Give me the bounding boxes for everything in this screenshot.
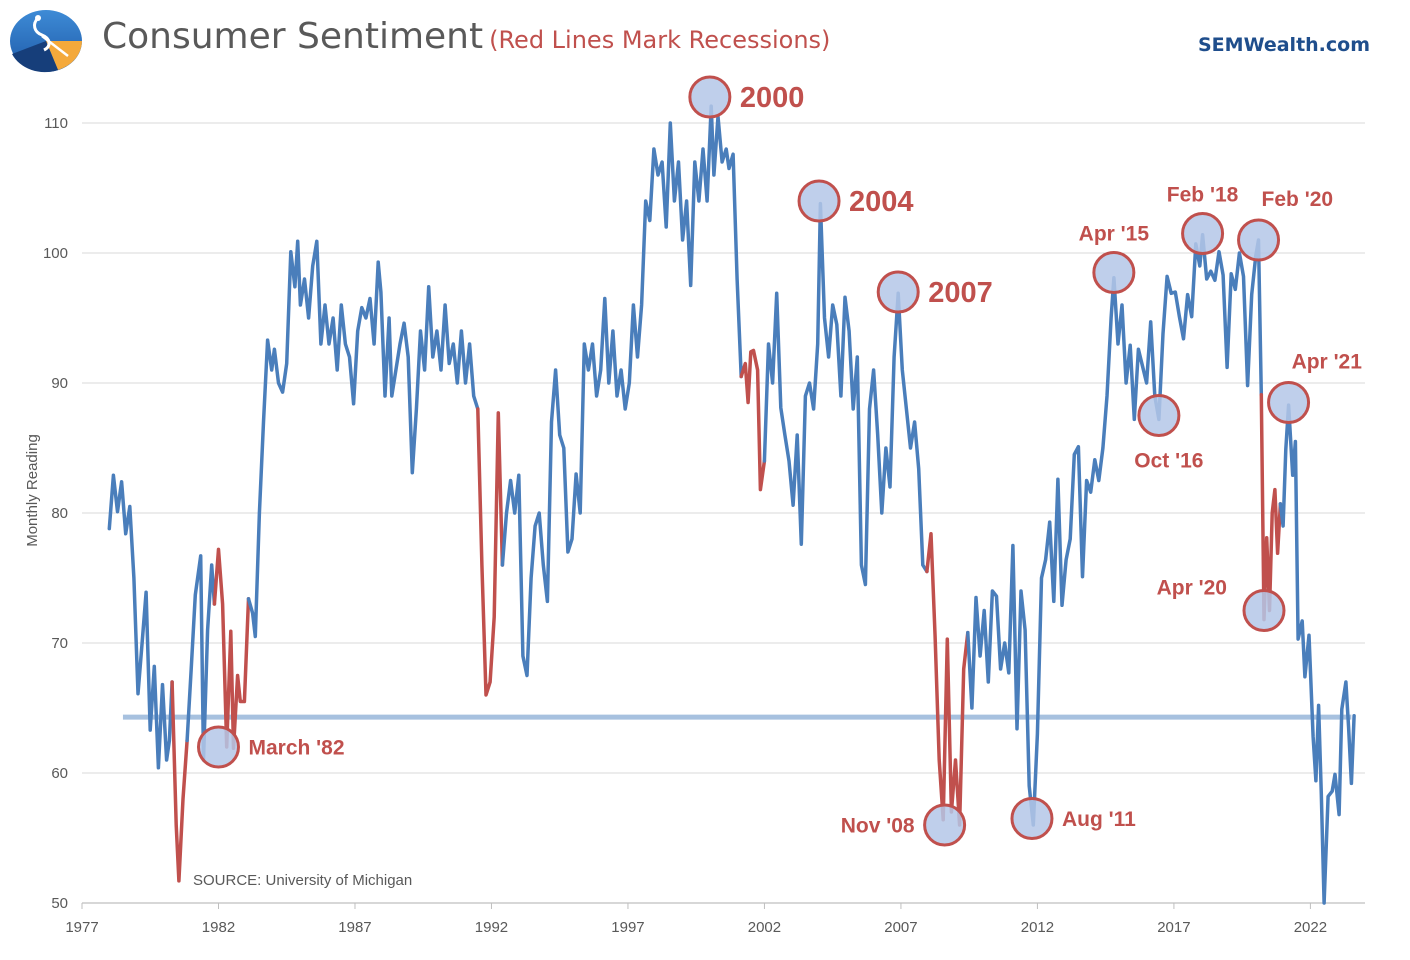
annotation-label: Oct '16	[1134, 450, 1203, 473]
y-tick-label: 70	[51, 635, 68, 652]
annotation-label: 2004	[849, 186, 914, 218]
annotation-marker	[1010, 797, 1054, 840]
x-tick-label: 2002	[748, 919, 781, 936]
annotation-marker	[1092, 251, 1136, 294]
semwealth-logo-icon	[10, 10, 82, 73]
annotation-marker	[1242, 589, 1286, 632]
y-tick-label: 60	[51, 765, 68, 782]
annotation-label: Feb '20	[1262, 188, 1334, 211]
source-note: SOURCE: University of Michigan	[193, 872, 412, 889]
brand-link[interactable]: SEMWealth.com	[1198, 34, 1371, 56]
annotation-label: 2007	[928, 277, 993, 309]
recession-line-segment	[1259, 392, 1283, 622]
x-tick-label: 2022	[1294, 919, 1327, 936]
y-tick-label: 80	[51, 505, 68, 522]
annotation-marker	[688, 75, 732, 119]
annotation-label: Apr '15	[1079, 223, 1150, 246]
annotation-marker	[923, 803, 967, 847]
sentiment-line-segment	[246, 239, 480, 639]
x-tick-label: 2012	[1021, 919, 1054, 936]
annotation-label: 2000	[740, 82, 805, 114]
sentiment-line-segment	[107, 473, 174, 770]
recession-line-segment	[476, 407, 505, 697]
annotation-marker	[196, 725, 240, 769]
recession-line-segment	[739, 348, 767, 492]
x-tick-label: 2017	[1157, 919, 1190, 936]
x-tick-label: 1987	[338, 919, 371, 936]
y-tick-label: 110	[44, 115, 68, 132]
y-axis-label: Monthly Reading	[24, 434, 41, 547]
chart-title: Consumer Sentiment (Red Lines Mark Recess…	[102, 16, 830, 57]
y-tick-label: 90	[51, 375, 68, 392]
sentiment-line-segment	[1278, 403, 1356, 905]
recession-line-segment	[212, 547, 251, 751]
annotation-label: Nov '08	[841, 814, 915, 837]
x-tick-label: 1997	[611, 919, 644, 936]
y-tick-label: 100	[43, 245, 68, 262]
chart-subtitle: (Red Lines Mark Recessions)	[489, 26, 831, 54]
y-tick-label: 50	[51, 895, 68, 912]
annotation-label: March '82	[248, 736, 344, 759]
annotation-label: Apr '20	[1157, 577, 1227, 600]
x-tick-label: 2007	[884, 919, 917, 936]
annotation-marker	[1181, 212, 1225, 255]
annotation-marker	[1137, 394, 1181, 437]
annotation-label: Apr '21	[1292, 351, 1363, 374]
recession-line-segment	[925, 532, 970, 827]
annotation-marker	[1237, 218, 1281, 262]
x-tick-label: 1977	[65, 919, 98, 936]
annotation-marker	[1267, 381, 1311, 424]
sentiment-line-segment	[500, 104, 743, 678]
annotation-label: Aug '11	[1062, 808, 1136, 831]
x-tick-label: 1982	[202, 919, 235, 936]
sentiment-line-segment	[762, 201, 929, 587]
annotation-marker	[797, 179, 841, 223]
sentiment-line-segment	[185, 554, 217, 762]
chart-title-main: Consumer Sentiment	[102, 16, 484, 57]
sentiment-line-segment	[966, 233, 1264, 827]
annotation-marker	[876, 270, 920, 314]
x-tick-label: 1992	[475, 919, 508, 936]
recession-line-segment	[170, 680, 189, 883]
annotation-label: Feb '18	[1167, 184, 1239, 207]
